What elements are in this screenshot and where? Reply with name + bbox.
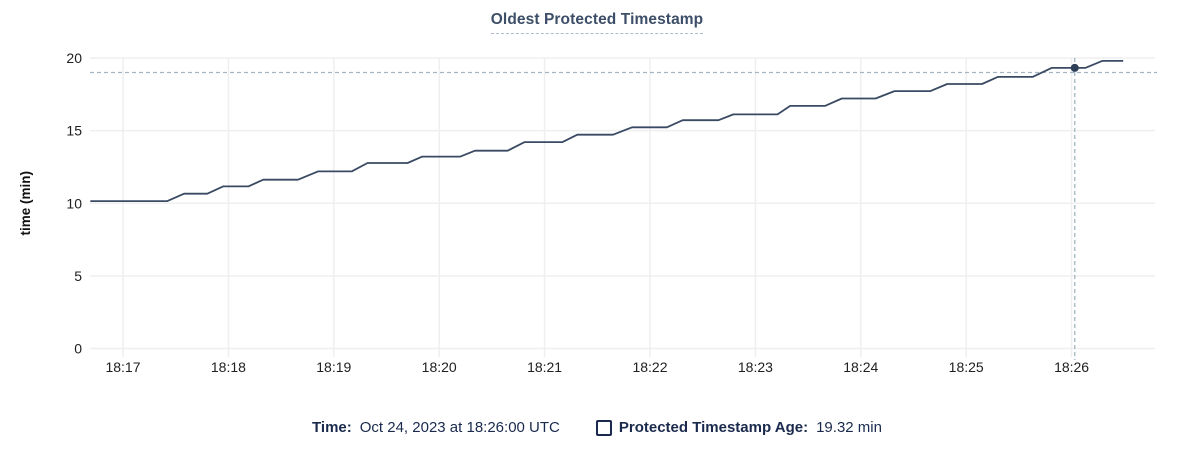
x-axis-tick-label: 18:26	[1054, 359, 1089, 375]
x-axis-tick-label: 18:25	[949, 359, 984, 375]
legend-time-label: Time:	[312, 419, 352, 436]
legend-series-value: 19.32 min	[816, 419, 882, 436]
legend-time-item: Time: Oct 24, 2023 at 18:26:00 UTC	[312, 419, 560, 436]
legend-series-item: Protected Timestamp Age: 19.32 min	[595, 419, 882, 436]
x-axis-tick-label: 18:23	[738, 359, 773, 375]
series-line-protected-timestamp-age	[90, 60, 1124, 202]
x-axis-tick-label: 18:18	[211, 359, 246, 375]
chart-hover-legend: Time: Oct 24, 2023 at 18:26:00 UTC Prote…	[0, 419, 1194, 436]
chart-title[interactable]: Oldest Protected Timestamp	[490, 11, 704, 34]
hover-data-point	[1070, 63, 1079, 72]
chart-plot-area[interactable]: 0 5 10 15 20 18:17 18:18 18:19 18:20 18:21 18:22 18…	[0, 0, 1194, 400]
x-axis-tick-label: 18:20	[422, 359, 457, 375]
y-axis-tick-label: 15	[66, 123, 82, 139]
x-axis-tick-label: 18:22	[632, 359, 667, 375]
y-axis-tick-label: 0	[74, 341, 82, 357]
legend-time-value: Oct 24, 2023 at 18:26:00 UTC	[359, 419, 560, 436]
legend-series-label: Protected Timestamp Age:	[618, 419, 809, 436]
y-axis-tick-label: 20	[66, 50, 82, 66]
x-axis-tick-label: 18:24	[843, 359, 878, 375]
series-toggle-checkbox-icon[interactable]	[595, 419, 612, 436]
x-axis-tick-label: 18:17	[105, 359, 140, 375]
x-axis-tick-label: 18:21	[527, 359, 562, 375]
chart-title-wrap: Oldest Protected Timestamp	[0, 11, 1194, 34]
y-axis-tick-label: 10	[66, 195, 82, 211]
y-axis-title: time (min)	[18, 171, 33, 236]
x-axis-tick-label: 18:19	[316, 359, 351, 375]
y-axis-tick-label: 5	[74, 268, 82, 284]
